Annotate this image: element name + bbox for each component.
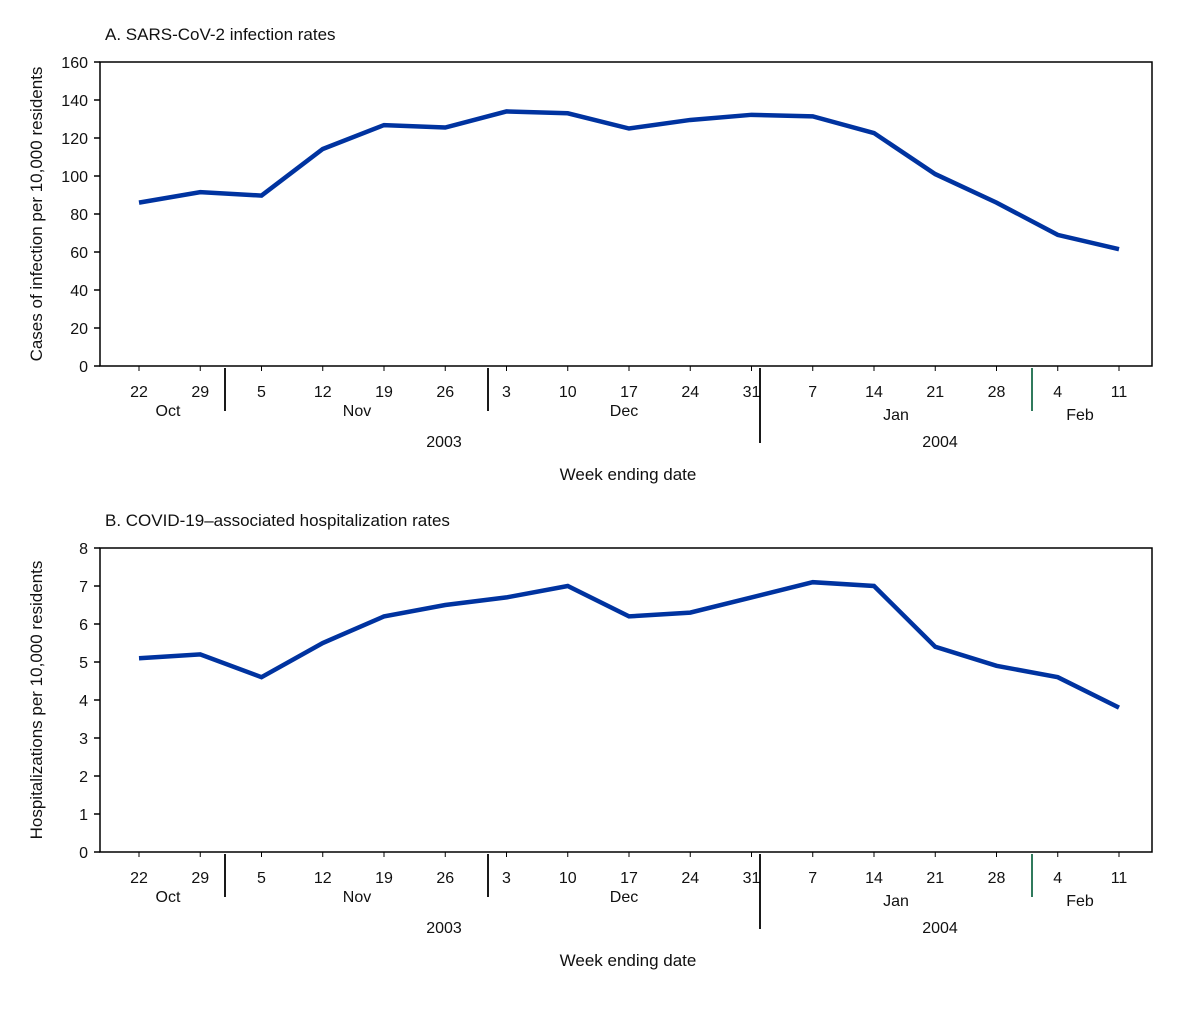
year-label: 2003 <box>426 920 462 937</box>
chart-b: B. COVID-19–associated hospitalization r… <box>27 511 1153 970</box>
y-tick-label: 160 <box>61 55 88 72</box>
x-tick-label: 3 <box>502 384 511 401</box>
y-tick-label: 0 <box>79 845 88 862</box>
x-tick-label: 12 <box>314 870 332 887</box>
x-tick-label: 5 <box>257 384 266 401</box>
y-tick-label: 5 <box>79 655 88 672</box>
y-axis-label: Hospitalizations per 10,000 residents <box>27 561 46 840</box>
x-tick-label: 14 <box>865 384 883 401</box>
y-tick-label: 3 <box>79 731 88 748</box>
y-tick-label: 60 <box>70 245 88 262</box>
month-label: Jan <box>883 893 909 910</box>
x-axis-label: Week ending date <box>560 951 697 970</box>
x-tick-label: 17 <box>620 870 638 887</box>
x-tick-label: 31 <box>743 384 761 401</box>
chart-a: A. SARS-CoV-2 infection rates 0 20 40 60 80 10… <box>27 25 1153 484</box>
x-tick-label: 5 <box>257 870 266 887</box>
month-label: Jan <box>883 407 909 424</box>
y-tick-label: 140 <box>61 93 88 110</box>
x-tick-label: 24 <box>681 384 699 401</box>
x-tick-label: 19 <box>375 870 393 887</box>
month-label: Nov <box>343 889 371 906</box>
x-tick-label: 21 <box>926 384 944 401</box>
y-axis-label: Cases of infection per 10,000 residents <box>27 67 46 362</box>
x-tick-label: 3 <box>502 870 511 887</box>
y-tick-label: 100 <box>61 169 88 186</box>
y-tick-label: 0 <box>79 359 88 376</box>
x-tick-label: 4 <box>1053 870 1062 887</box>
y-tick-label: 4 <box>79 693 88 710</box>
x-tick-label: 21 <box>926 870 944 887</box>
x-tick-label: 10 <box>559 870 577 887</box>
y-tick-label: 6 <box>79 617 88 634</box>
x-tick-label: 14 <box>865 870 883 887</box>
month-label: Dec <box>610 403 638 420</box>
y-tick-label: 8 <box>79 541 88 558</box>
year-label: 2003 <box>426 434 462 451</box>
month-label: Feb <box>1066 407 1094 424</box>
month-label: Oct <box>156 403 181 420</box>
x-tick-label: 22 <box>130 870 148 887</box>
x-tick-label: 11 <box>1111 384 1128 401</box>
chart-title: B. COVID-19–associated hospitalization r… <box>105 511 450 530</box>
y-tick-label: 120 <box>61 131 88 148</box>
x-tick-label: 11 <box>1111 870 1128 887</box>
x-tick-label: 17 <box>620 384 638 401</box>
month-label: Oct <box>156 889 181 906</box>
plot-frame <box>99 547 1153 853</box>
month-label: Feb <box>1066 893 1094 910</box>
y-tick-label: 80 <box>70 207 88 224</box>
year-label: 2004 <box>922 920 958 937</box>
x-tick-label: 4 <box>1053 384 1062 401</box>
x-tick-label: 7 <box>808 384 817 401</box>
x-axis-label: Week ending date <box>560 465 697 484</box>
x-tick-label: 7 <box>808 870 817 887</box>
x-tick-label: 10 <box>559 384 577 401</box>
y-tick-label: 2 <box>79 769 88 786</box>
x-tick-label: 12 <box>314 384 332 401</box>
chart-title: A. SARS-CoV-2 infection rates <box>105 25 336 44</box>
x-tick-label: 19 <box>375 384 393 401</box>
x-tick-label: 28 <box>988 870 1006 887</box>
y-tick-label: 7 <box>79 579 88 596</box>
plot-frame <box>99 61 1153 367</box>
x-tick-label: 22 <box>130 384 148 401</box>
y-tick-label: 1 <box>79 807 88 824</box>
month-label: Nov <box>343 403 371 420</box>
x-tick-label: 24 <box>681 870 699 887</box>
series-line <box>138 109 1120 252</box>
x-tick-label: 26 <box>436 870 454 887</box>
x-tick-label: 31 <box>743 870 761 887</box>
x-tick-label: 29 <box>191 870 209 887</box>
x-tick-label: 28 <box>988 384 1006 401</box>
x-tick-label: 29 <box>191 384 209 401</box>
year-label: 2004 <box>922 434 958 451</box>
x-tick-label: 26 <box>436 384 454 401</box>
y-tick-label: 20 <box>70 321 88 338</box>
y-tick-label: 40 <box>70 283 88 300</box>
month-label: Dec <box>610 889 638 906</box>
series-line <box>138 579 1121 710</box>
